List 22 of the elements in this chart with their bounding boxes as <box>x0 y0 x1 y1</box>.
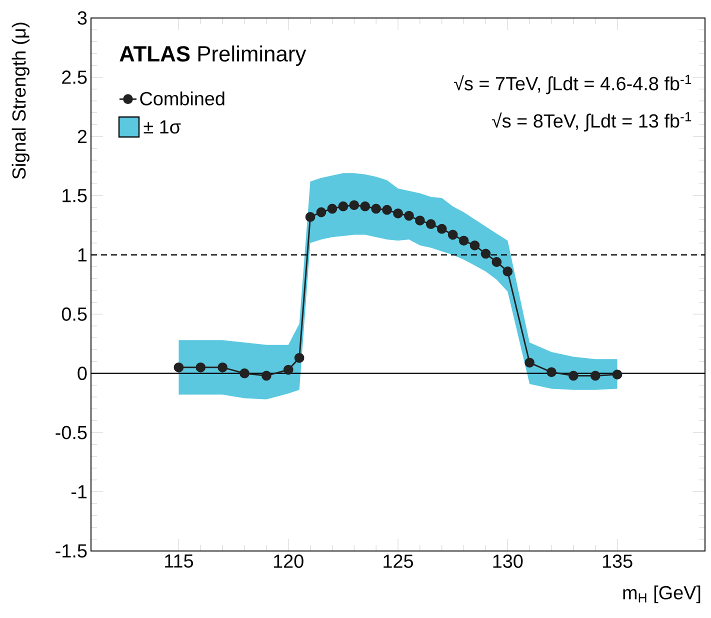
annotation: ATLAS Preliminary <box>120 45 306 66</box>
y-tick-label: 2 <box>78 130 87 144</box>
x-tick-label: 125 <box>384 554 413 568</box>
y-tick-label: -1 <box>71 485 87 498</box>
y-tick-label: 2.5 <box>62 70 87 84</box>
y-tick-label: 3 <box>78 11 87 25</box>
x-tick-label: 120 <box>274 554 304 568</box>
y-tick-label: 1 <box>78 248 87 262</box>
y-tick-label: 0 <box>78 366 87 380</box>
annotation: ± 1σ <box>144 120 181 134</box>
x-tick-label: 115 <box>165 554 194 568</box>
y-tick-label: 0.5 <box>62 307 87 321</box>
x-axis-title: m$_{H}$ [GeV] <box>623 586 700 604</box>
x-tick-label: 135 <box>602 554 632 568</box>
annotation: √s = 8TeV, ∫Ldt = 13 fb$^{-1}$ <box>492 112 692 132</box>
y-axis-title: Signal Strength (μ) <box>12 22 30 179</box>
legend-label: Combined <box>140 91 224 106</box>
annotation: √s = 7TeV, ∫Ldt = 4.6-4.8 fb$^{-1}$ <box>454 74 692 94</box>
y-tick-label: 1.5 <box>62 189 87 202</box>
y-tick-label: -0.5 <box>56 426 87 440</box>
y-tick-label: -1.5 <box>56 544 87 558</box>
x-tick-label: 130 <box>493 554 523 568</box>
